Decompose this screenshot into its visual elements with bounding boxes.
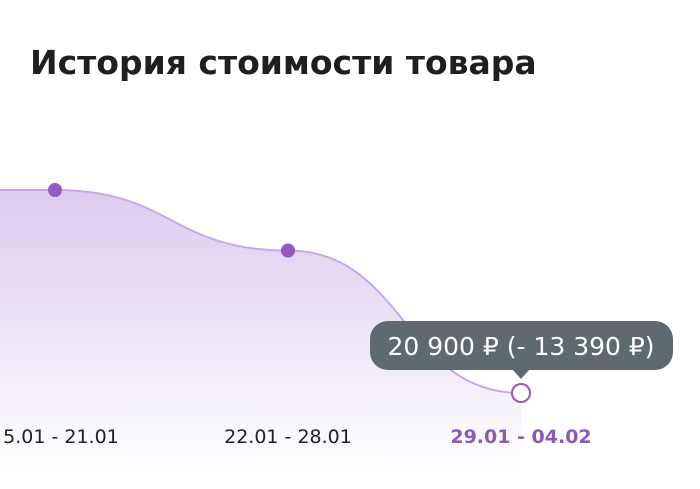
x-tick-label: 5.01 - 21.01: [3, 426, 119, 448]
tooltip-text: 20 900 ₽ (- 13 390 ₽): [387, 332, 654, 361]
point: [48, 183, 62, 197]
point: [281, 243, 295, 258]
tooltip-box: [370, 321, 673, 370]
chart-title: История стоимости товара: [30, 43, 537, 82]
area: [0, 190, 521, 475]
selected-point: [511, 383, 531, 403]
plot: 5.01 - 21.01 22.01 - 28.01 29.01 - 04.02 20…: [0, 183, 673, 475]
tooltip-pointer: [512, 369, 530, 379]
x-tick-label: 22.01 - 28.01: [224, 426, 352, 448]
x-tick-label: 29.01 - 04.02: [450, 426, 591, 448]
